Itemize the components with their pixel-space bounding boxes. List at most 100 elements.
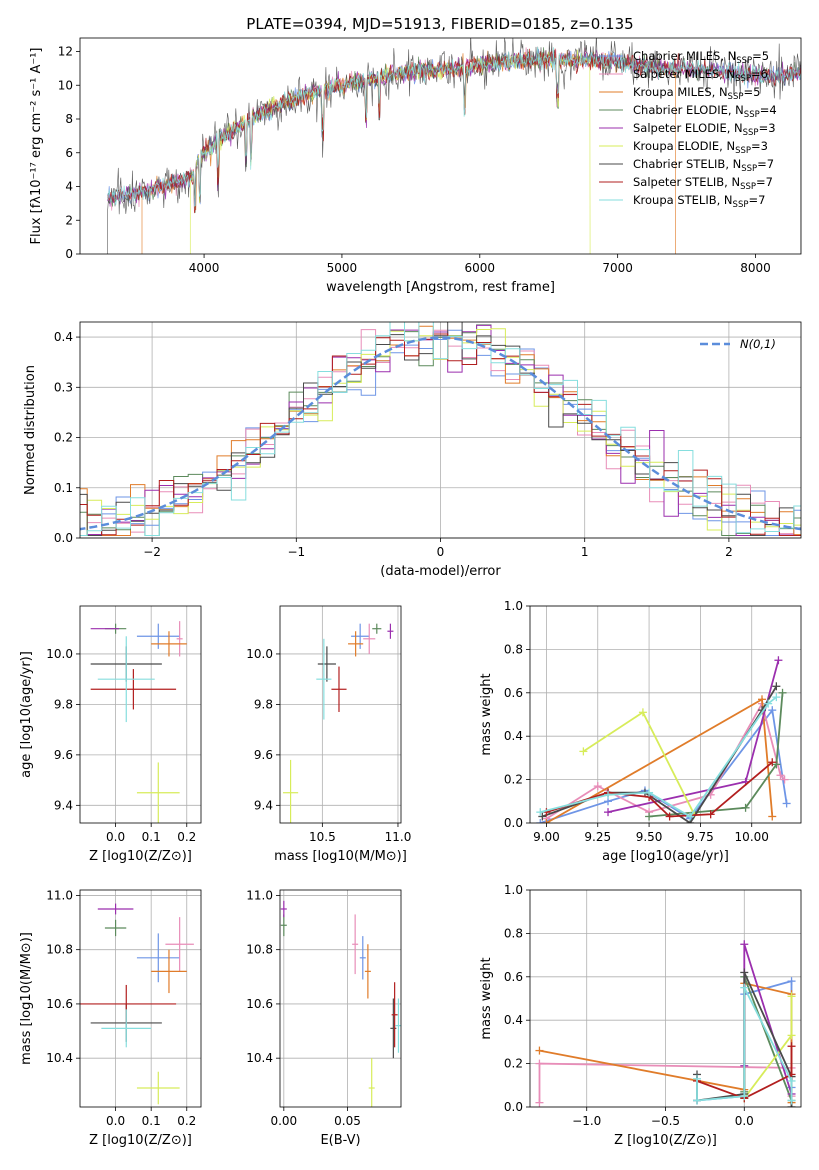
series-line <box>546 761 773 818</box>
errorbar-point-salpeter-stelib <box>331 666 347 712</box>
x-tick-label: −2 <box>143 545 161 559</box>
y-tick-label: 10.0 <box>246 647 273 661</box>
y-tick-label: 12 <box>58 45 73 59</box>
y-axis-label: mass weight <box>479 673 494 755</box>
legend-entry: Salpeter MILES, NSSP=6 <box>633 67 768 84</box>
plot-area-spectrum <box>107 38 801 254</box>
x-axis-label: age [log10(age/yr)] <box>602 849 729 864</box>
y-tick-label: 0.1 <box>54 481 73 495</box>
series-line <box>540 707 788 823</box>
y-axis-label: Normed distribution <box>23 365 38 495</box>
spectrum-line-kroupa-stelib <box>107 46 801 207</box>
histogram-kroupa-stelib <box>80 322 801 536</box>
y-tick-label: 9.6 <box>254 748 273 762</box>
y-tick-label: 0.2 <box>54 431 73 445</box>
axes-age-vs-mass: 10.5 11.0 9.4 9.6 9.8 10.0 mass [log10(M/M⊙)] <box>246 605 412 864</box>
series-line <box>540 696 777 818</box>
y-tick-label: 10.4 <box>46 1051 73 1065</box>
y-tick-label: 0.4 <box>504 1013 523 1027</box>
errorbar-point-kroupa-elodie <box>283 759 299 823</box>
errorbar-point-chabrier-miles <box>136 623 180 649</box>
errorbar-point-kroupa-stelib <box>97 636 155 723</box>
axes-age-vs-Z: 0.0 0.1 0.2 9.4 9.6 9.8 10.0 Z [log10(Z/Z⊙)] age… <box>19 605 202 864</box>
spectrum-line-kroupa-miles <box>141 50 676 254</box>
y-tick-label: 1.0 <box>504 599 523 613</box>
errorbar-point-chabrier-miles <box>351 623 370 649</box>
y-tick-label: 10.8 <box>46 943 73 957</box>
y-tick-label: 0.8 <box>504 926 523 940</box>
legend-entry: Salpeter STELIB, NSSP=7 <box>633 175 773 192</box>
y-tick-label: 10.0 <box>46 647 73 661</box>
y-tick-label: 0.3 <box>54 380 73 394</box>
series-line <box>743 976 793 1101</box>
y-tick-label: 2 <box>65 213 73 227</box>
axes-frame <box>79 37 802 255</box>
x-tick-label: 10.00 <box>735 830 769 844</box>
plot-area-age-vs-mass <box>283 623 394 823</box>
errorbar-point-salpeter-miles <box>352 914 359 975</box>
mass-weight-series-kroupa-stelib <box>536 693 781 821</box>
axes-frame <box>79 889 202 1108</box>
errorbar-point-chabrier-stelib <box>317 646 336 682</box>
x-axis-label: mass [log10(M/M⊙)] <box>274 849 407 864</box>
y-tick-label: 10.8 <box>246 943 273 957</box>
spectrum-line-salpeter-stelib <box>107 48 801 214</box>
errorbar-point-chabrier-miles <box>136 933 180 983</box>
mass-weight-series-kroupa-elodie <box>740 992 796 1103</box>
y-tick-label: 0.6 <box>504 970 523 984</box>
y-axis-label: Flux [fλ10⁻¹⁷ erg cm⁻² s⁻¹ A⁻¹] <box>29 48 44 245</box>
errorbar-point-chabrier-stelib <box>390 998 397 1059</box>
mass-weight-series-chabrier-stelib <box>538 682 781 823</box>
y-tick-label: 0.0 <box>504 1100 523 1114</box>
y-tick-label: 0.2 <box>504 773 523 787</box>
x-tick-label: 11.0 <box>385 830 412 844</box>
y-axis-label: mass [log10(M/M⊙)] <box>19 932 34 1065</box>
plot-area-mass-vs-Z <box>80 903 194 1105</box>
errorbar-point-chabrier-elodie <box>104 919 127 937</box>
axes-frame <box>79 605 202 824</box>
axes-frame <box>529 605 802 824</box>
errorbar-point-kroupa-miles <box>364 944 371 999</box>
x-tick-label: 0.0 <box>106 1114 125 1128</box>
x-tick-label: 0.1 <box>142 830 161 844</box>
x-axis-label: Z [log10(Z/Z⊙)] <box>89 1133 192 1148</box>
y-tick-label: 0.0 <box>54 531 73 545</box>
x-tick-label: 8000 <box>740 261 771 275</box>
series-line <box>696 1046 793 1100</box>
y-tick-label: 0.4 <box>54 330 73 344</box>
axes-mass-vs-Z: 0.0 0.1 0.2 10.4 10.6 10.8 11.0 Z [log10(Z/Z⊙)]… <box>19 888 202 1148</box>
errorbar-point-kroupa-elodie <box>136 1071 180 1105</box>
errorbar-point-kroupa-miles <box>348 631 364 657</box>
y-axis-label: age [log10(age/yr)] <box>19 651 34 778</box>
errorbar-point-chabrier-elodie <box>372 623 382 634</box>
legend-entry: Chabrier MILES, NSSP=5 <box>633 49 769 66</box>
x-tick-label: 2 <box>725 545 733 559</box>
x-axis-label: wavelength [Angstrom, rest frame] <box>326 280 555 295</box>
x-tick-label: 10.5 <box>309 830 336 844</box>
legend-entry: Kroupa ELODIE, NSSP=3 <box>633 139 768 156</box>
errorbar-point-kroupa-stelib <box>395 998 401 1053</box>
series-line <box>545 697 774 823</box>
x-axis-label: (data-model)/error <box>380 564 501 579</box>
y-tick-label: 9.8 <box>254 697 273 711</box>
legend-entry: Chabrier ELODIE, NSSP=4 <box>633 103 777 120</box>
errorbar-point-salpeter-elodie <box>387 623 394 639</box>
y-tick-label: 0.4 <box>504 729 523 743</box>
series-line <box>743 944 793 1095</box>
axes-residual-histogram: −2 −1 0 1 2 0.0 0.1 0.2 0.3 0.4 (data-model)/error… <box>23 321 802 579</box>
x-tick-label: 0.1 <box>142 1114 161 1128</box>
axes-mass-weight-vs-Z: −1.0 −0.5 0.0 0.0 0.2 0.4 0.6 0.8 1.0 Z [log10(Z/… <box>479 883 802 1148</box>
y-tick-label: 9.4 <box>54 798 73 812</box>
x-axis-label: Z [log10(Z/Z⊙)] <box>89 849 192 864</box>
y-axis-label: mass weight <box>479 957 494 1039</box>
errorbar-point-kroupa-miles <box>151 949 187 994</box>
axes-mass-weight-vs-age: 9.00 9.25 9.50 9.75 10.00 0.0 0.2 0.4 0.6 0.8 1.0 a… <box>479 599 802 864</box>
errorbar-point-salpeter-miles <box>363 623 376 654</box>
figure-title: PLATE=0394, MJD=51913, FIBERID=0185, z=0… <box>246 15 633 33</box>
x-tick-label: −1.0 <box>572 1114 601 1128</box>
y-tick-label: 6 <box>65 146 73 160</box>
x-tick-label: 7000 <box>602 261 633 275</box>
y-tick-label: 10.6 <box>246 997 273 1011</box>
errorbar-point-salpeter-miles <box>165 917 194 972</box>
